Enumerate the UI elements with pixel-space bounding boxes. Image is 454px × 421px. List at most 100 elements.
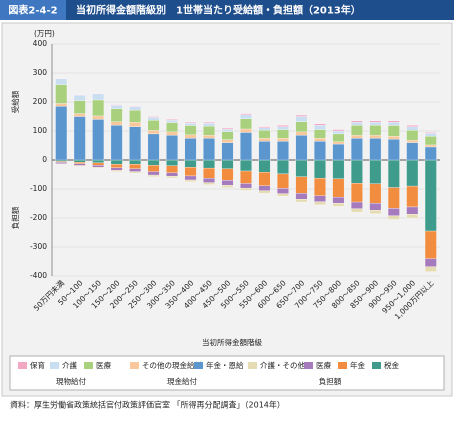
- y-tick-label: -200: [30, 213, 47, 222]
- bar-segment: [222, 132, 233, 140]
- bar-segment: [74, 117, 85, 161]
- bar-segment: [333, 130, 344, 131]
- bar-segment: [296, 193, 307, 199]
- bar-segment: [388, 216, 399, 220]
- bar-segment: [407, 214, 418, 218]
- bar-segment: [370, 184, 381, 203]
- bar-segment: [148, 134, 159, 160]
- bar-segment: [388, 121, 399, 122]
- bar-segment: [296, 199, 307, 202]
- bar-segment: [92, 165, 103, 167]
- bar-segment: [148, 130, 159, 133]
- bar-segment: [407, 207, 418, 214]
- y-tick-label: 100: [33, 126, 48, 135]
- bar-segment: [314, 138, 325, 141]
- legend-label: 医療: [96, 360, 111, 370]
- bar-segment: [407, 140, 418, 142]
- bar-segment: [240, 188, 251, 190]
- bar-segment: [92, 119, 103, 160]
- bar-segment: [333, 134, 344, 142]
- bar-segment: [166, 135, 177, 160]
- bar-segment: [259, 160, 270, 172]
- bar-segment: [148, 165, 159, 171]
- bar-segment: [370, 135, 381, 138]
- bar-segment: [296, 122, 307, 132]
- bar-segment: [185, 122, 196, 123]
- bar-segment: [74, 114, 85, 117]
- bar-segment: [148, 175, 159, 177]
- bar-segment: [314, 196, 325, 202]
- bar-segment: [296, 117, 307, 122]
- bar-segment: [74, 101, 85, 114]
- bar-segment: [185, 123, 196, 125]
- bar-segment: [92, 116, 103, 119]
- bar-segment: [166, 123, 177, 132]
- bar-segment: [351, 160, 362, 183]
- bar-segment: [388, 208, 399, 215]
- bar-segment: [92, 163, 103, 165]
- bar-segment: [74, 162, 85, 163]
- bar-segment: [240, 183, 251, 188]
- bar-segment: [240, 129, 251, 132]
- bar-segment: [203, 123, 214, 126]
- legend-swatch: [248, 362, 257, 369]
- bar-segment: [148, 120, 159, 130]
- bar-segment: [314, 178, 325, 195]
- bar-segment: [203, 122, 214, 123]
- bar-segment: [203, 178, 214, 182]
- bar-segment: [425, 136, 436, 145]
- bar-segment: [425, 145, 436, 147]
- bar-segment: [74, 160, 85, 162]
- chart-title: 当初所得金額階級別 1世帯当たり受給額・負担額（2013年）: [76, 4, 361, 17]
- bar-segment: [407, 186, 418, 207]
- bar-segment: [166, 132, 177, 135]
- bar-segment: [277, 141, 288, 160]
- bar-segment: [407, 143, 418, 160]
- bar-segment: [370, 122, 381, 125]
- legend-swatch: [372, 362, 381, 369]
- x-axis-title: 当初所得金額階級: [202, 337, 262, 347]
- bar-segment: [185, 160, 196, 167]
- bar-segment: [111, 105, 122, 106]
- bar-segment: [56, 160, 67, 161]
- bar-segment: [56, 162, 67, 163]
- bar-segment: [111, 170, 122, 171]
- bar-segment: [166, 176, 177, 178]
- y-unit: (万円): [34, 29, 55, 38]
- bar-segment: [277, 130, 288, 139]
- bar-segment: [351, 202, 362, 209]
- bar-segment: [351, 122, 362, 125]
- bar-segment: [277, 125, 288, 126]
- legend-swatch: [194, 362, 203, 369]
- y-tick-label: 300: [33, 68, 48, 77]
- bar-segment: [296, 160, 307, 177]
- bar-segment: [222, 128, 233, 129]
- bar-segment: [129, 169, 140, 172]
- bar-segment: [56, 103, 67, 106]
- bar-segment: [259, 130, 270, 138]
- bar-segment: [111, 122, 122, 125]
- bar-segment: [240, 132, 251, 160]
- bar-segment: [259, 127, 270, 128]
- bar-segment: [203, 138, 214, 160]
- y-label-upper: 受給額: [10, 90, 20, 113]
- bar-segment: [259, 186, 270, 191]
- bar-segment: [222, 185, 233, 187]
- bar-segment: [388, 160, 399, 188]
- bar-segment: [407, 160, 418, 186]
- bar-segment: [111, 109, 122, 122]
- bar-segment: [296, 177, 307, 194]
- bar-segment: [185, 125, 196, 134]
- bar-segment: [222, 140, 233, 143]
- bar-segment: [277, 188, 288, 193]
- bar-segment: [388, 136, 399, 139]
- bar-segment: [92, 160, 103, 163]
- bar-segment: [425, 132, 436, 133]
- y-tick-label: -100: [30, 184, 47, 193]
- bar-segment: [351, 138, 362, 160]
- legend-label: 保育: [30, 360, 45, 370]
- legend-label: その他の現金給付: [142, 360, 202, 370]
- bar-segment: [129, 107, 140, 110]
- bar-segment: [351, 125, 362, 135]
